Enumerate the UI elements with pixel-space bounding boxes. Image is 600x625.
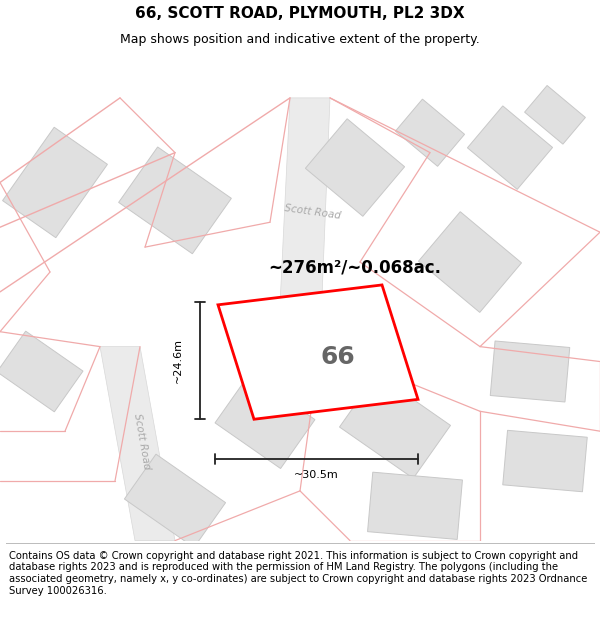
- Polygon shape: [119, 147, 232, 254]
- Text: 66, SCOTT ROAD, PLYMOUTH, PL2 3DX: 66, SCOTT ROAD, PLYMOUTH, PL2 3DX: [135, 6, 465, 21]
- Text: ~30.5m: ~30.5m: [294, 470, 339, 480]
- Polygon shape: [278, 98, 330, 347]
- Polygon shape: [340, 374, 451, 478]
- Polygon shape: [218, 285, 418, 419]
- Polygon shape: [503, 430, 587, 492]
- Polygon shape: [124, 454, 226, 548]
- Polygon shape: [100, 347, 175, 541]
- Polygon shape: [368, 472, 463, 539]
- Text: Map shows position and indicative extent of the property.: Map shows position and indicative extent…: [120, 33, 480, 46]
- Polygon shape: [418, 212, 521, 312]
- Polygon shape: [524, 86, 586, 144]
- Polygon shape: [215, 374, 315, 469]
- Text: ~276m²/~0.068ac.: ~276m²/~0.068ac.: [269, 258, 442, 276]
- Polygon shape: [2, 127, 107, 238]
- Polygon shape: [0, 331, 83, 412]
- Polygon shape: [395, 99, 464, 166]
- Polygon shape: [490, 341, 570, 402]
- Text: Contains OS data © Crown copyright and database right 2021. This information is : Contains OS data © Crown copyright and d…: [9, 551, 587, 596]
- Polygon shape: [467, 106, 553, 189]
- Polygon shape: [305, 119, 404, 216]
- Text: Scott Road: Scott Road: [132, 412, 152, 470]
- Text: ~24.6m: ~24.6m: [173, 338, 183, 383]
- Text: Scott Road: Scott Road: [284, 203, 342, 221]
- Text: 66: 66: [320, 345, 355, 369]
